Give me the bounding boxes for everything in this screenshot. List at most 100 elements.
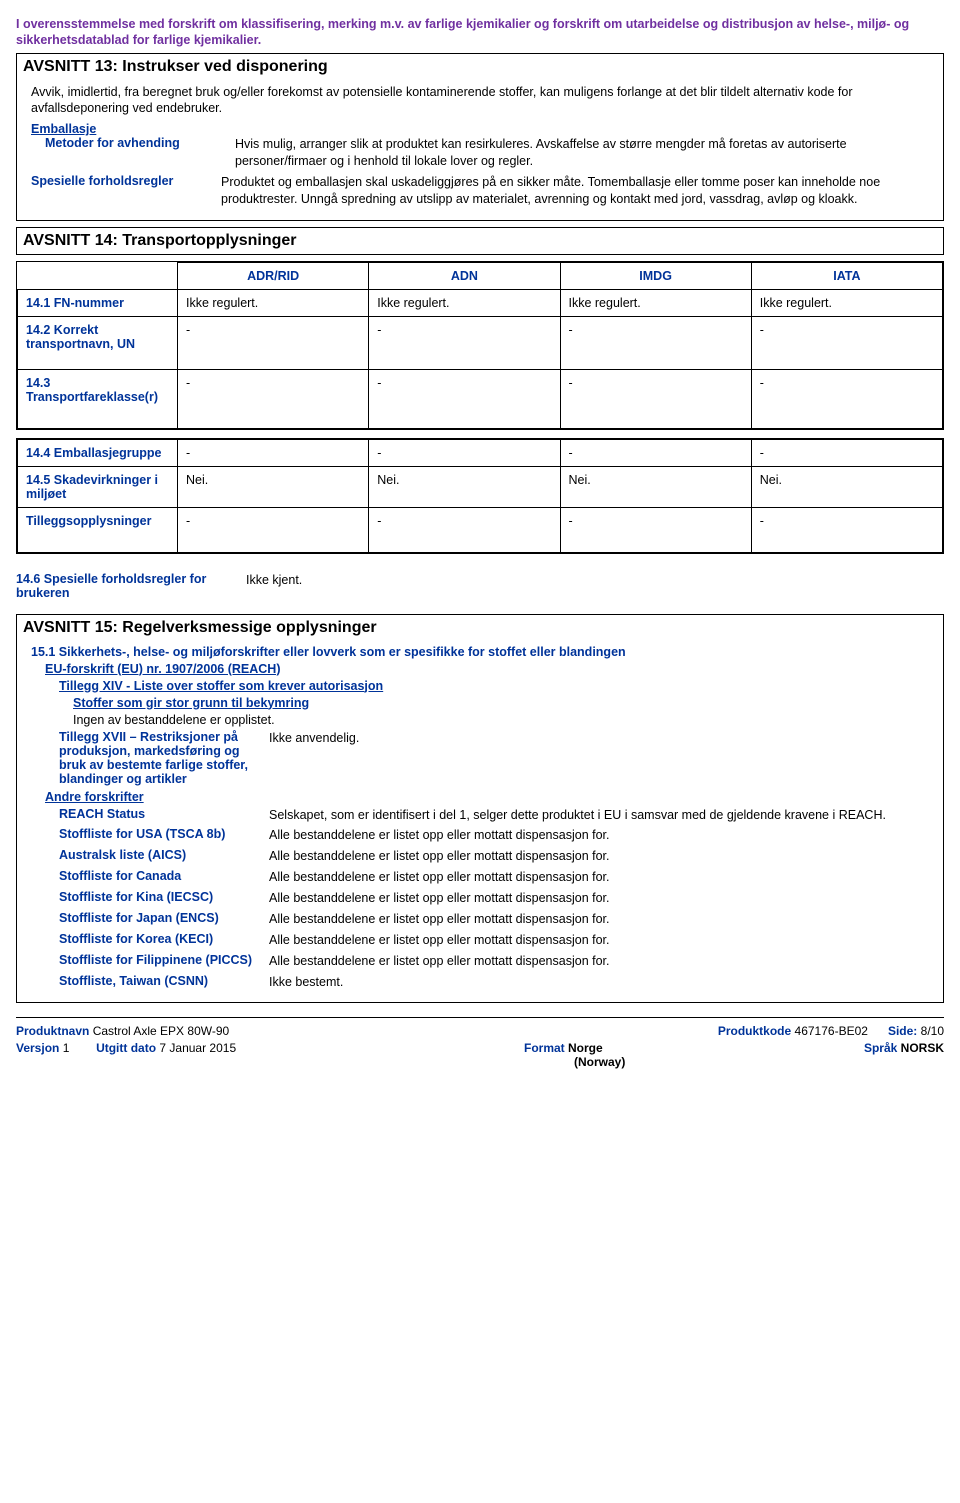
regulation-label: Stoffliste for Filippinene (PICCS) [59, 953, 269, 970]
issued: 7 Januar 2015 [159, 1041, 236, 1055]
regulation-value: Selskapet, som er identifisert i del 1, … [269, 807, 933, 824]
cell: - [560, 439, 751, 466]
s151-heading: 15.1 Sikkerhets-, helse- og miljøforskri… [31, 645, 933, 659]
lang-label: Språk [864, 1041, 897, 1055]
section-15-title: AVSNITT 15: Regelverksmessige opplysning… [17, 615, 943, 641]
cell: - [751, 369, 942, 428]
product-name-val: Castrol Axle EPX 80W-90 [93, 1024, 230, 1038]
regulation-label: Stoffliste for USA (TSCA 8b) [59, 827, 269, 844]
cell: - [560, 369, 751, 428]
s13-row0-label: Metoder for avhending [45, 136, 235, 170]
none-listed: Ingen av bestanddelene er opplistet. [31, 713, 933, 727]
cell: - [178, 439, 369, 466]
th-imdg: IMDG [560, 262, 751, 289]
regulation-row: Stoffliste, Taiwan (CSNN)Ikke bestemt. [31, 974, 933, 991]
th-iata: IATA [751, 262, 942, 289]
cell: - [751, 316, 942, 369]
cell: - [751, 507, 942, 552]
regulation-value: Alle bestanddelene er listet opp eller m… [269, 848, 933, 865]
table-row: 14.3 Transportfareklasse(r) - - - - [18, 369, 943, 428]
cell: Ikke regulert. [369, 289, 560, 316]
regulation-value: Alle bestanddelene er listet opp eller m… [269, 827, 933, 844]
regulation-value: Alle bestanddelene er listet opp eller m… [269, 932, 933, 949]
s13-row1-label: Spesielle forholdsregler [31, 174, 221, 208]
s13-intro: Avvik, imidlertid, fra beregnet bruk og/… [31, 84, 933, 117]
regulation-label: Australsk liste (AICS) [59, 848, 269, 865]
th-adn: ADN [369, 262, 560, 289]
cell: Nei. [178, 466, 369, 507]
product-code: 467176-BE02 [795, 1024, 868, 1038]
regulation-label: Stoffliste, Taiwan (CSNN) [59, 974, 269, 991]
cell: - [751, 439, 942, 466]
regulation-label: Stoffliste for Kina (IECSC) [59, 890, 269, 907]
cell: Nei. [560, 466, 751, 507]
svhc: Stoffer som gir stor grunn til bekymring [31, 696, 933, 710]
section-13-title: AVSNITT 13: Instrukser ved disponering [17, 54, 943, 80]
footer: Produktnavn Castrol Axle EPX 80W-90 Prod… [16, 1017, 944, 1069]
r145-label: 14.5 Skadevirkninger i miljøet [18, 466, 178, 507]
regulation-row: Stoffliste for CanadaAlle bestanddelene … [31, 869, 933, 886]
cell: - [178, 369, 369, 428]
version: 1 [63, 1041, 70, 1055]
issued-label: Utgitt dato [96, 1041, 156, 1055]
table-row: Tilleggsopplysninger - - - - [18, 507, 943, 552]
r144-label: 14.4 Emballasjegruppe [18, 439, 178, 466]
eu-reg: EU-forskrift (EU) nr. 1907/2006 (REACH) [31, 662, 933, 676]
section-15: AVSNITT 15: Regelverksmessige opplysning… [16, 614, 944, 1004]
annex14: Tillegg XIV - Liste over stoffer som kre… [31, 679, 933, 693]
r146-value: Ikke kjent. [246, 572, 944, 600]
section-13: AVSNITT 13: Instrukser ved disponering A… [16, 53, 944, 221]
cell: Ikke regulert. [178, 289, 369, 316]
regulation-row: Stoffliste for Korea (KECI)Alle bestandd… [31, 932, 933, 949]
cell: - [560, 316, 751, 369]
side-label: Side: [888, 1024, 917, 1038]
annex17-label: Tillegg XVII – Restriksjoner på produksj… [59, 730, 269, 786]
emballasje-heading: Emballasje [31, 122, 933, 136]
table-row: 14.1 FN-nummer Ikke regulert. Ikke regul… [18, 289, 943, 316]
regulation-row: REACH StatusSelskapet, som er identifise… [31, 807, 933, 824]
cell: - [178, 507, 369, 552]
regulation-label: Stoffliste for Canada [59, 869, 269, 886]
th-adr: ADR/RID [178, 262, 369, 289]
cell: Nei. [751, 466, 942, 507]
cell: - [178, 316, 369, 369]
cell: - [560, 507, 751, 552]
regulation-row: Stoffliste for Filippinene (PICCS)Alle b… [31, 953, 933, 970]
lang: NORSK [901, 1041, 944, 1055]
regulation-row: Stoffliste for USA (TSCA 8b)Alle bestand… [31, 827, 933, 844]
section-14-title: AVSNITT 14: Transportopplysninger [17, 228, 943, 254]
regulation-value: Alle bestanddelene er listet opp eller m… [269, 869, 933, 886]
s13-row0-value: Hvis mulig, arranger slik at produktet k… [235, 136, 933, 170]
annex17-value: Ikke anvendelig. [269, 730, 933, 786]
regulation-value: Alle bestanddelene er listet opp eller m… [269, 911, 933, 928]
table-row: 14.5 Skadevirkninger i miljøet Nei. Nei.… [18, 466, 943, 507]
cell: Ikke regulert. [751, 289, 942, 316]
r146-label: 14.6 Spesielle forholdsregler for bruker… [16, 572, 246, 600]
th-empty [18, 262, 178, 289]
cell: Nei. [369, 466, 560, 507]
format-label: Format [524, 1041, 565, 1055]
regulation-row: Stoffliste for Japan (ENCS)Alle bestandd… [31, 911, 933, 928]
cell: - [369, 439, 560, 466]
regulation-value: Ikke bestemt. [269, 974, 933, 991]
r146: 14.6 Spesielle forholdsregler for bruker… [16, 572, 944, 600]
cell: - [369, 316, 560, 369]
regulation-value: Alle bestanddelene er listet opp eller m… [269, 890, 933, 907]
regulation-label: Stoffliste for Japan (ENCS) [59, 911, 269, 928]
s14-table2: 14.4 Emballasjegruppe - - - - 14.5 Skade… [16, 438, 944, 554]
r141-label: 14.1 FN-nummer [18, 289, 178, 316]
format-sub: (Norway) [574, 1055, 625, 1069]
table-row: 14.4 Emballasjegruppe - - - - [18, 439, 943, 466]
r143-label: 14.3 Transportfareklasse(r) [18, 369, 178, 428]
cell: - [369, 507, 560, 552]
regulation-label: REACH Status [59, 807, 269, 824]
product-name-label: Produktnavn [16, 1024, 89, 1038]
regulation-row: Stoffliste for Kina (IECSC)Alle bestandd… [31, 890, 933, 907]
s13-row1-value: Produktet og emballasjen skal uskadeligg… [221, 174, 933, 208]
version-label: Versjon [16, 1041, 59, 1055]
header-note: I overensstemmelse med forskrift om klas… [16, 16, 944, 49]
regulation-value: Alle bestanddelene er listet opp eller m… [269, 953, 933, 970]
other-regs: Andre forskrifter [31, 790, 933, 804]
table-row: 14.2 Korrekt transportnavn, UN - - - - [18, 316, 943, 369]
regulation-row: Australsk liste (AICS)Alle bestanddelene… [31, 848, 933, 865]
